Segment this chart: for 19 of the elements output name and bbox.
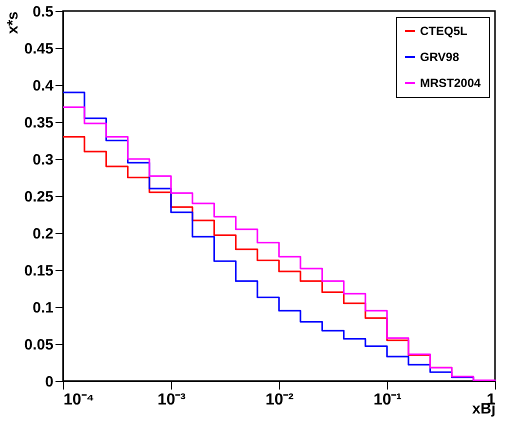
legend-label: GRV98 xyxy=(420,50,460,64)
x-tick-label: 10⁻⁴ xyxy=(64,392,94,408)
legend-label: MRST2004 xyxy=(420,76,482,90)
y-tick-label: 0.1 xyxy=(32,300,54,316)
y-tick-label: 0 xyxy=(45,374,54,390)
y-tick-label: 0.15 xyxy=(24,262,54,280)
y-tick-label: 0.3 xyxy=(32,152,54,168)
x-tick-label: 10⁻¹ xyxy=(373,392,402,408)
y-tick-label: 0.45 xyxy=(24,40,54,58)
y-tick-label: 0.35 xyxy=(24,114,54,132)
x-tick-label: 10⁻³ xyxy=(157,392,186,408)
legend-label: CTEQ5L xyxy=(420,24,468,38)
y-axis-title: x*s xyxy=(4,12,22,34)
y-tick-label: 0.25 xyxy=(24,188,54,206)
y-tick-label: 0.4 xyxy=(32,78,54,94)
y-tick-label: 0.05 xyxy=(24,336,54,354)
x-tick-label: 10⁻² xyxy=(265,392,294,408)
y-tick-label: 0.5 xyxy=(32,4,54,20)
y-tick-label: 0.2 xyxy=(32,226,54,242)
